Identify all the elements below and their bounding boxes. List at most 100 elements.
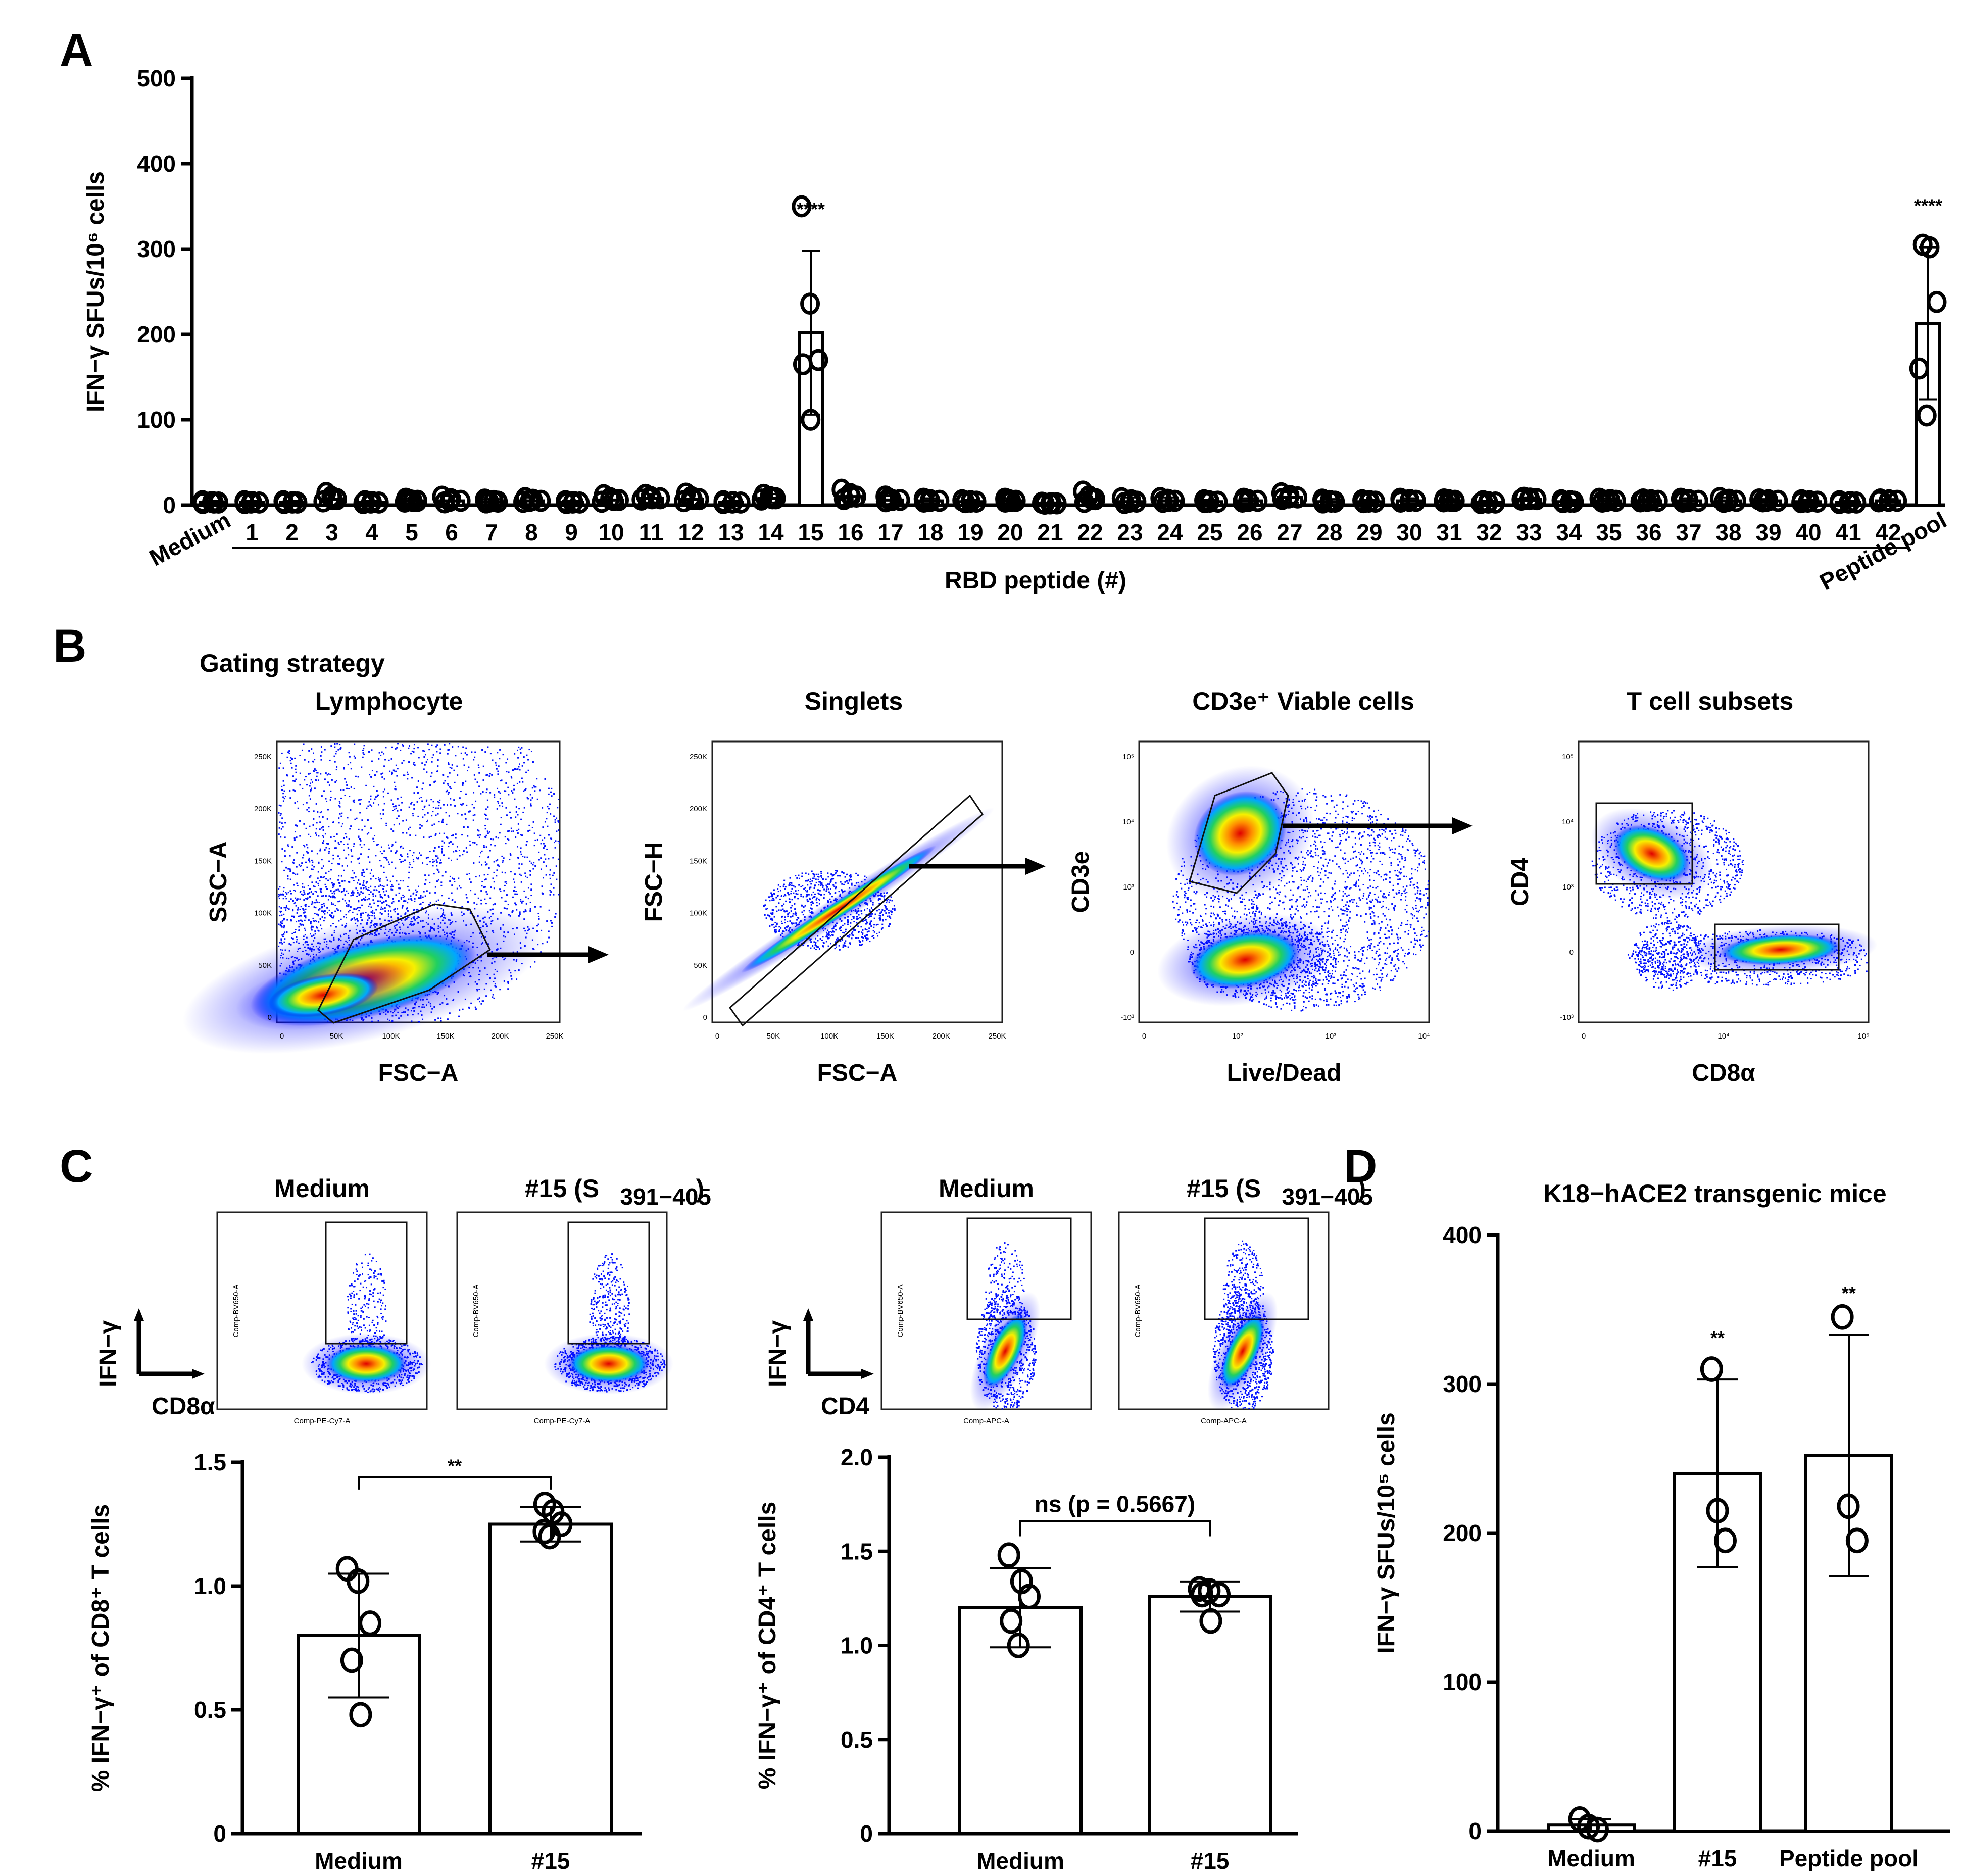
- event-dot: [413, 852, 415, 853]
- event-dot: [494, 998, 495, 999]
- category-label: 17: [877, 519, 903, 546]
- event-dot: [499, 832, 501, 833]
- event-dot: [830, 881, 831, 883]
- event-dot: [281, 828, 282, 830]
- event-dot: [553, 887, 555, 889]
- event-dot: [396, 850, 398, 852]
- event-dot: [355, 776, 357, 777]
- event-dot: [411, 900, 413, 901]
- event-dot: [514, 894, 516, 895]
- event-dot: [866, 939, 867, 941]
- event-dot: [420, 897, 422, 899]
- event-dot: [548, 858, 549, 859]
- event-dot: [356, 818, 358, 819]
- event-dot: [338, 863, 340, 865]
- event-dot: [879, 912, 881, 914]
- event-dot: [1359, 899, 1361, 901]
- event-dot: [520, 875, 522, 876]
- event-dot: [313, 752, 314, 754]
- event-dot: [851, 919, 852, 920]
- event-dot: [299, 755, 301, 756]
- event-dot: [505, 881, 506, 883]
- event-dot: [346, 781, 347, 783]
- event-dot: [1359, 875, 1360, 876]
- event-dot: [519, 763, 520, 765]
- event-dot: [831, 896, 833, 897]
- event-dot: [312, 918, 314, 919]
- event-dot: [359, 883, 361, 885]
- event-dot: [849, 875, 850, 877]
- event-dot: [352, 870, 353, 871]
- event-dot: [468, 766, 469, 768]
- event-dot: [835, 870, 837, 871]
- event-dot: [303, 854, 304, 856]
- event-dot: [311, 926, 312, 927]
- event-dot: [543, 861, 545, 863]
- event-dot: [343, 837, 345, 839]
- event-dot: [285, 909, 286, 911]
- event-dot: [791, 888, 793, 890]
- event-dot: [867, 931, 868, 933]
- event-dot: [820, 884, 821, 886]
- event-dot: [361, 766, 362, 768]
- category-label: 31: [1436, 519, 1462, 546]
- event-dot: [556, 830, 557, 832]
- event-dot: [407, 778, 408, 779]
- event-dot: [350, 895, 352, 896]
- event-dot: [301, 862, 303, 864]
- event-dot: [525, 910, 527, 912]
- event-dot: [400, 750, 401, 751]
- event-dot: [447, 783, 449, 784]
- event-dot: [793, 893, 794, 894]
- event-dot: [353, 892, 355, 894]
- y-axis-title: IFN−γ SFUs/10⁶ cells: [82, 171, 109, 412]
- event-dot: [481, 851, 483, 852]
- event-dot: [346, 891, 347, 892]
- event-dot: [361, 799, 362, 800]
- event-dot: [874, 931, 875, 933]
- event-dot: [367, 833, 368, 835]
- event-dot: [295, 898, 296, 899]
- event-dot: [480, 852, 481, 853]
- event-dot: [558, 859, 559, 860]
- event-dot: [822, 886, 823, 888]
- event-dot: [305, 905, 306, 906]
- event-dot: [1413, 884, 1414, 886]
- event-dot: [528, 887, 529, 888]
- event-dot: [429, 784, 431, 786]
- event-dot: [313, 824, 314, 826]
- event-dot: [410, 895, 412, 897]
- event-dot: [318, 779, 319, 781]
- event-dot: [492, 759, 493, 761]
- category-label: 8: [525, 519, 538, 546]
- event-dot: [542, 885, 543, 887]
- event-dot: [316, 834, 317, 836]
- event-dot: [439, 749, 441, 750]
- event-dot: [785, 901, 787, 902]
- event-dot: [394, 809, 395, 810]
- event-dot: [330, 896, 332, 898]
- event-dot: [1307, 888, 1308, 890]
- event-dot: [795, 875, 796, 876]
- event-dot: [881, 928, 882, 930]
- event-dot: [308, 773, 310, 775]
- event-dot: [1404, 963, 1405, 964]
- event-dot: [398, 900, 400, 902]
- event-dot: [551, 838, 552, 840]
- event-dot: [301, 924, 302, 926]
- event-dot: [1318, 861, 1319, 863]
- event-dot: [477, 829, 478, 831]
- event-dot: [498, 765, 500, 767]
- event-dot: [463, 826, 465, 828]
- event-dot: [377, 900, 379, 902]
- event-dot: [378, 879, 380, 880]
- event-dot: [281, 848, 283, 850]
- event-dot: [861, 936, 863, 938]
- event-dot: [333, 756, 335, 757]
- event-dot: [481, 885, 482, 886]
- event-dot: [359, 907, 361, 908]
- event-dot: [331, 902, 332, 903]
- event-dot: [1336, 1005, 1337, 1006]
- event-dot: [437, 770, 438, 772]
- event-dot: [868, 930, 870, 932]
